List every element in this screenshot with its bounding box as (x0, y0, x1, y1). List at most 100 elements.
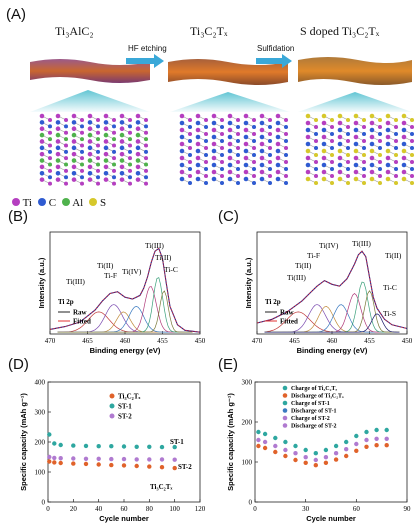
atom (188, 146, 192, 150)
atom (252, 118, 256, 122)
inset-title: Ti 2p (58, 298, 74, 306)
atom (378, 132, 382, 136)
data-point (293, 457, 298, 463)
atom (268, 153, 272, 157)
atom (96, 162, 100, 167)
atom (135, 164, 141, 170)
atom (87, 158, 93, 163)
atom (103, 120, 109, 125)
atom (321, 148, 327, 154)
data-point (303, 455, 308, 460)
legend-label: Ti₃C₂Tₓ (118, 393, 141, 401)
atom (55, 120, 61, 125)
atom (410, 153, 414, 157)
arrow-sulfidation (256, 54, 292, 68)
atom (119, 126, 125, 132)
atom (211, 169, 217, 175)
atom (80, 124, 84, 129)
atom (236, 118, 240, 122)
atom (87, 120, 93, 125)
x-tick-label: 120 (195, 505, 206, 513)
atom (64, 168, 68, 173)
x-tick-label: 460 (327, 337, 338, 345)
data-point (147, 444, 152, 449)
atom (64, 137, 68, 142)
peak-label: Ti(IV) (122, 267, 142, 276)
atom (275, 134, 281, 140)
data-point (364, 429, 369, 435)
atom (96, 149, 100, 154)
atom (128, 130, 132, 135)
atom (362, 125, 366, 129)
xps-chart-b: 470 465 460 455 450 Binding energy (eV) Intens… (37, 231, 206, 355)
atom (103, 164, 109, 170)
x-tick-label: 60 (353, 505, 361, 513)
atom (330, 167, 334, 171)
atom (39, 177, 45, 182)
atom (353, 127, 359, 133)
data-point (384, 427, 389, 433)
x-tick-label: 0 (46, 505, 50, 513)
atom (236, 125, 240, 129)
data-point (364, 437, 369, 443)
legend-label: Discharge of ST-1 (291, 409, 336, 415)
atom (321, 134, 327, 140)
atom (227, 148, 233, 154)
x-tick-label: 470 (252, 337, 263, 345)
atom (369, 162, 375, 168)
legend-label: ST-1 (118, 403, 132, 411)
y-tick-label: 0 (249, 499, 253, 507)
data-point (121, 456, 127, 462)
data-point (121, 444, 127, 449)
atom (96, 156, 100, 161)
atom (71, 158, 77, 163)
atom (128, 156, 132, 161)
atom (284, 153, 288, 157)
atom (80, 162, 84, 167)
atom (220, 118, 224, 122)
atom (284, 167, 288, 171)
atom (55, 158, 61, 163)
atom (394, 146, 398, 150)
synthesis-schematic (30, 54, 415, 186)
atom (243, 141, 249, 147)
atom (314, 167, 318, 171)
atom (252, 132, 256, 136)
atom (385, 169, 391, 175)
atom (119, 170, 125, 176)
atom (268, 125, 272, 129)
peak-label: Ti(III) (287, 273, 306, 282)
atom (71, 139, 77, 144)
atom (330, 153, 334, 157)
atom (227, 169, 233, 175)
legend-label-raw: Raw (73, 309, 88, 317)
data-point (323, 447, 329, 453)
atom (401, 176, 407, 182)
atom (71, 177, 77, 182)
data-point (147, 464, 152, 469)
atom (394, 132, 398, 136)
atom (353, 148, 359, 154)
atom (236, 160, 240, 164)
legend-label: Charge of ST-1 (291, 401, 330, 407)
x-tick-label: 465 (82, 337, 93, 345)
atom (346, 132, 350, 136)
atom (362, 174, 366, 178)
x-tick-label: 460 (120, 337, 131, 345)
atom (112, 118, 116, 122)
atom (268, 118, 272, 122)
atom (204, 125, 208, 129)
atom (369, 113, 375, 119)
atom (64, 181, 68, 186)
legend-label: ST-2 (118, 413, 132, 421)
atom (259, 148, 265, 154)
atom (80, 181, 84, 186)
y-axis-label: Intensity (a.u.) (244, 257, 253, 308)
atom (252, 139, 256, 143)
atom (220, 153, 224, 157)
atom (378, 174, 382, 178)
zoom-beam-1 (30, 90, 150, 112)
atom (236, 174, 240, 178)
data-point (147, 457, 152, 462)
data-point (323, 460, 329, 465)
